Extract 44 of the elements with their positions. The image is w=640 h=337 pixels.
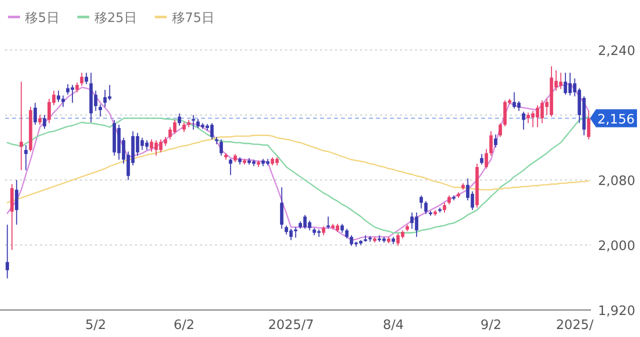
legend-label: 移75日	[172, 11, 214, 26]
candlestick	[61, 95, 65, 108]
candlestick	[280, 186, 284, 230]
candlestick	[442, 202, 446, 213]
candlestick	[34, 102, 37, 126]
candlestick	[414, 212, 418, 238]
candlestick	[98, 104, 102, 118]
x-tick-label: 9/2	[480, 318, 502, 333]
candlestick	[178, 112, 182, 126]
x-tick-label: 5/2	[85, 318, 106, 333]
candlestick	[564, 72, 568, 96]
candlestick	[192, 114, 196, 130]
candlestick	[84, 72, 88, 85]
x-tick-label: 8/4	[382, 318, 404, 333]
candlestick	[326, 216, 330, 230]
candlestick	[38, 114, 42, 126]
candlestick	[420, 194, 423, 209]
ref-line-label: 2,156	[597, 112, 635, 128]
candlestick	[345, 228, 349, 239]
x-tick-label: 2025/7	[268, 318, 314, 333]
candlestick	[587, 110, 590, 140]
candlestick	[80, 72, 84, 86]
candlestick	[6, 224, 9, 279]
candlestick	[228, 158, 232, 176]
y-tick-label: 2,080	[598, 174, 636, 189]
candlestick	[220, 138, 223, 156]
candlestick	[522, 111, 526, 130]
candlestick	[424, 200, 428, 215]
y-tick-label: 1,920	[598, 304, 636, 319]
candlestick	[498, 122, 502, 138]
candlestick	[484, 148, 488, 170]
candlestick	[108, 84, 112, 101]
x-tick-label: 2025/	[556, 318, 594, 333]
y-tick-label: 2,000	[598, 239, 636, 254]
candlestick	[20, 81, 23, 171]
candlestick	[494, 134, 498, 148]
candlestick	[75, 82, 79, 93]
legend-label: 移5日	[25, 11, 60, 26]
candlestick	[14, 180, 18, 226]
candlestick	[480, 154, 484, 166]
y-tick-label: 2,240	[598, 44, 636, 59]
candlestick	[308, 220, 312, 231]
legend-label: 移25日	[94, 11, 137, 26]
x-tick-label: 6/2	[174, 318, 195, 333]
